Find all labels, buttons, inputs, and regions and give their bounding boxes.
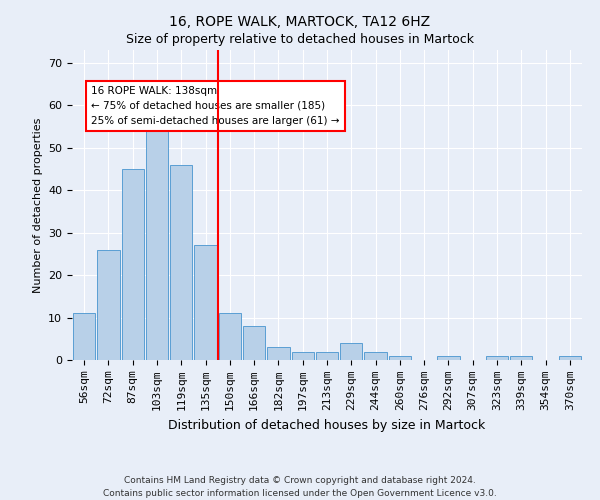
Bar [97, 250, 119, 360]
Bar [243, 326, 265, 360]
Bar [340, 343, 362, 360]
Bar [194, 246, 217, 360]
Text: Size of property relative to detached houses in Martock: Size of property relative to detached ho… [126, 32, 474, 46]
Bar [122, 169, 144, 360]
Bar [292, 352, 314, 360]
Text: 16 ROPE WALK: 138sqm
← 75% of detached houses are smaller (185)
25% of semi-deta: 16 ROPE WALK: 138sqm ← 75% of detached h… [91, 86, 340, 126]
Bar [73, 314, 95, 360]
Text: Contains HM Land Registry data © Crown copyright and database right 2024.
Contai: Contains HM Land Registry data © Crown c… [103, 476, 497, 498]
Bar [170, 164, 193, 360]
Bar [486, 356, 508, 360]
X-axis label: Distribution of detached houses by size in Martock: Distribution of detached houses by size … [169, 418, 485, 432]
Bar [218, 314, 241, 360]
Bar [389, 356, 411, 360]
Bar [437, 356, 460, 360]
Bar [510, 356, 532, 360]
Bar [267, 348, 290, 360]
Text: 16, ROPE WALK, MARTOCK, TA12 6HZ: 16, ROPE WALK, MARTOCK, TA12 6HZ [169, 15, 431, 29]
Bar [316, 352, 338, 360]
Bar [559, 356, 581, 360]
Bar [146, 122, 168, 360]
Y-axis label: Number of detached properties: Number of detached properties [32, 118, 43, 292]
Bar [364, 352, 387, 360]
